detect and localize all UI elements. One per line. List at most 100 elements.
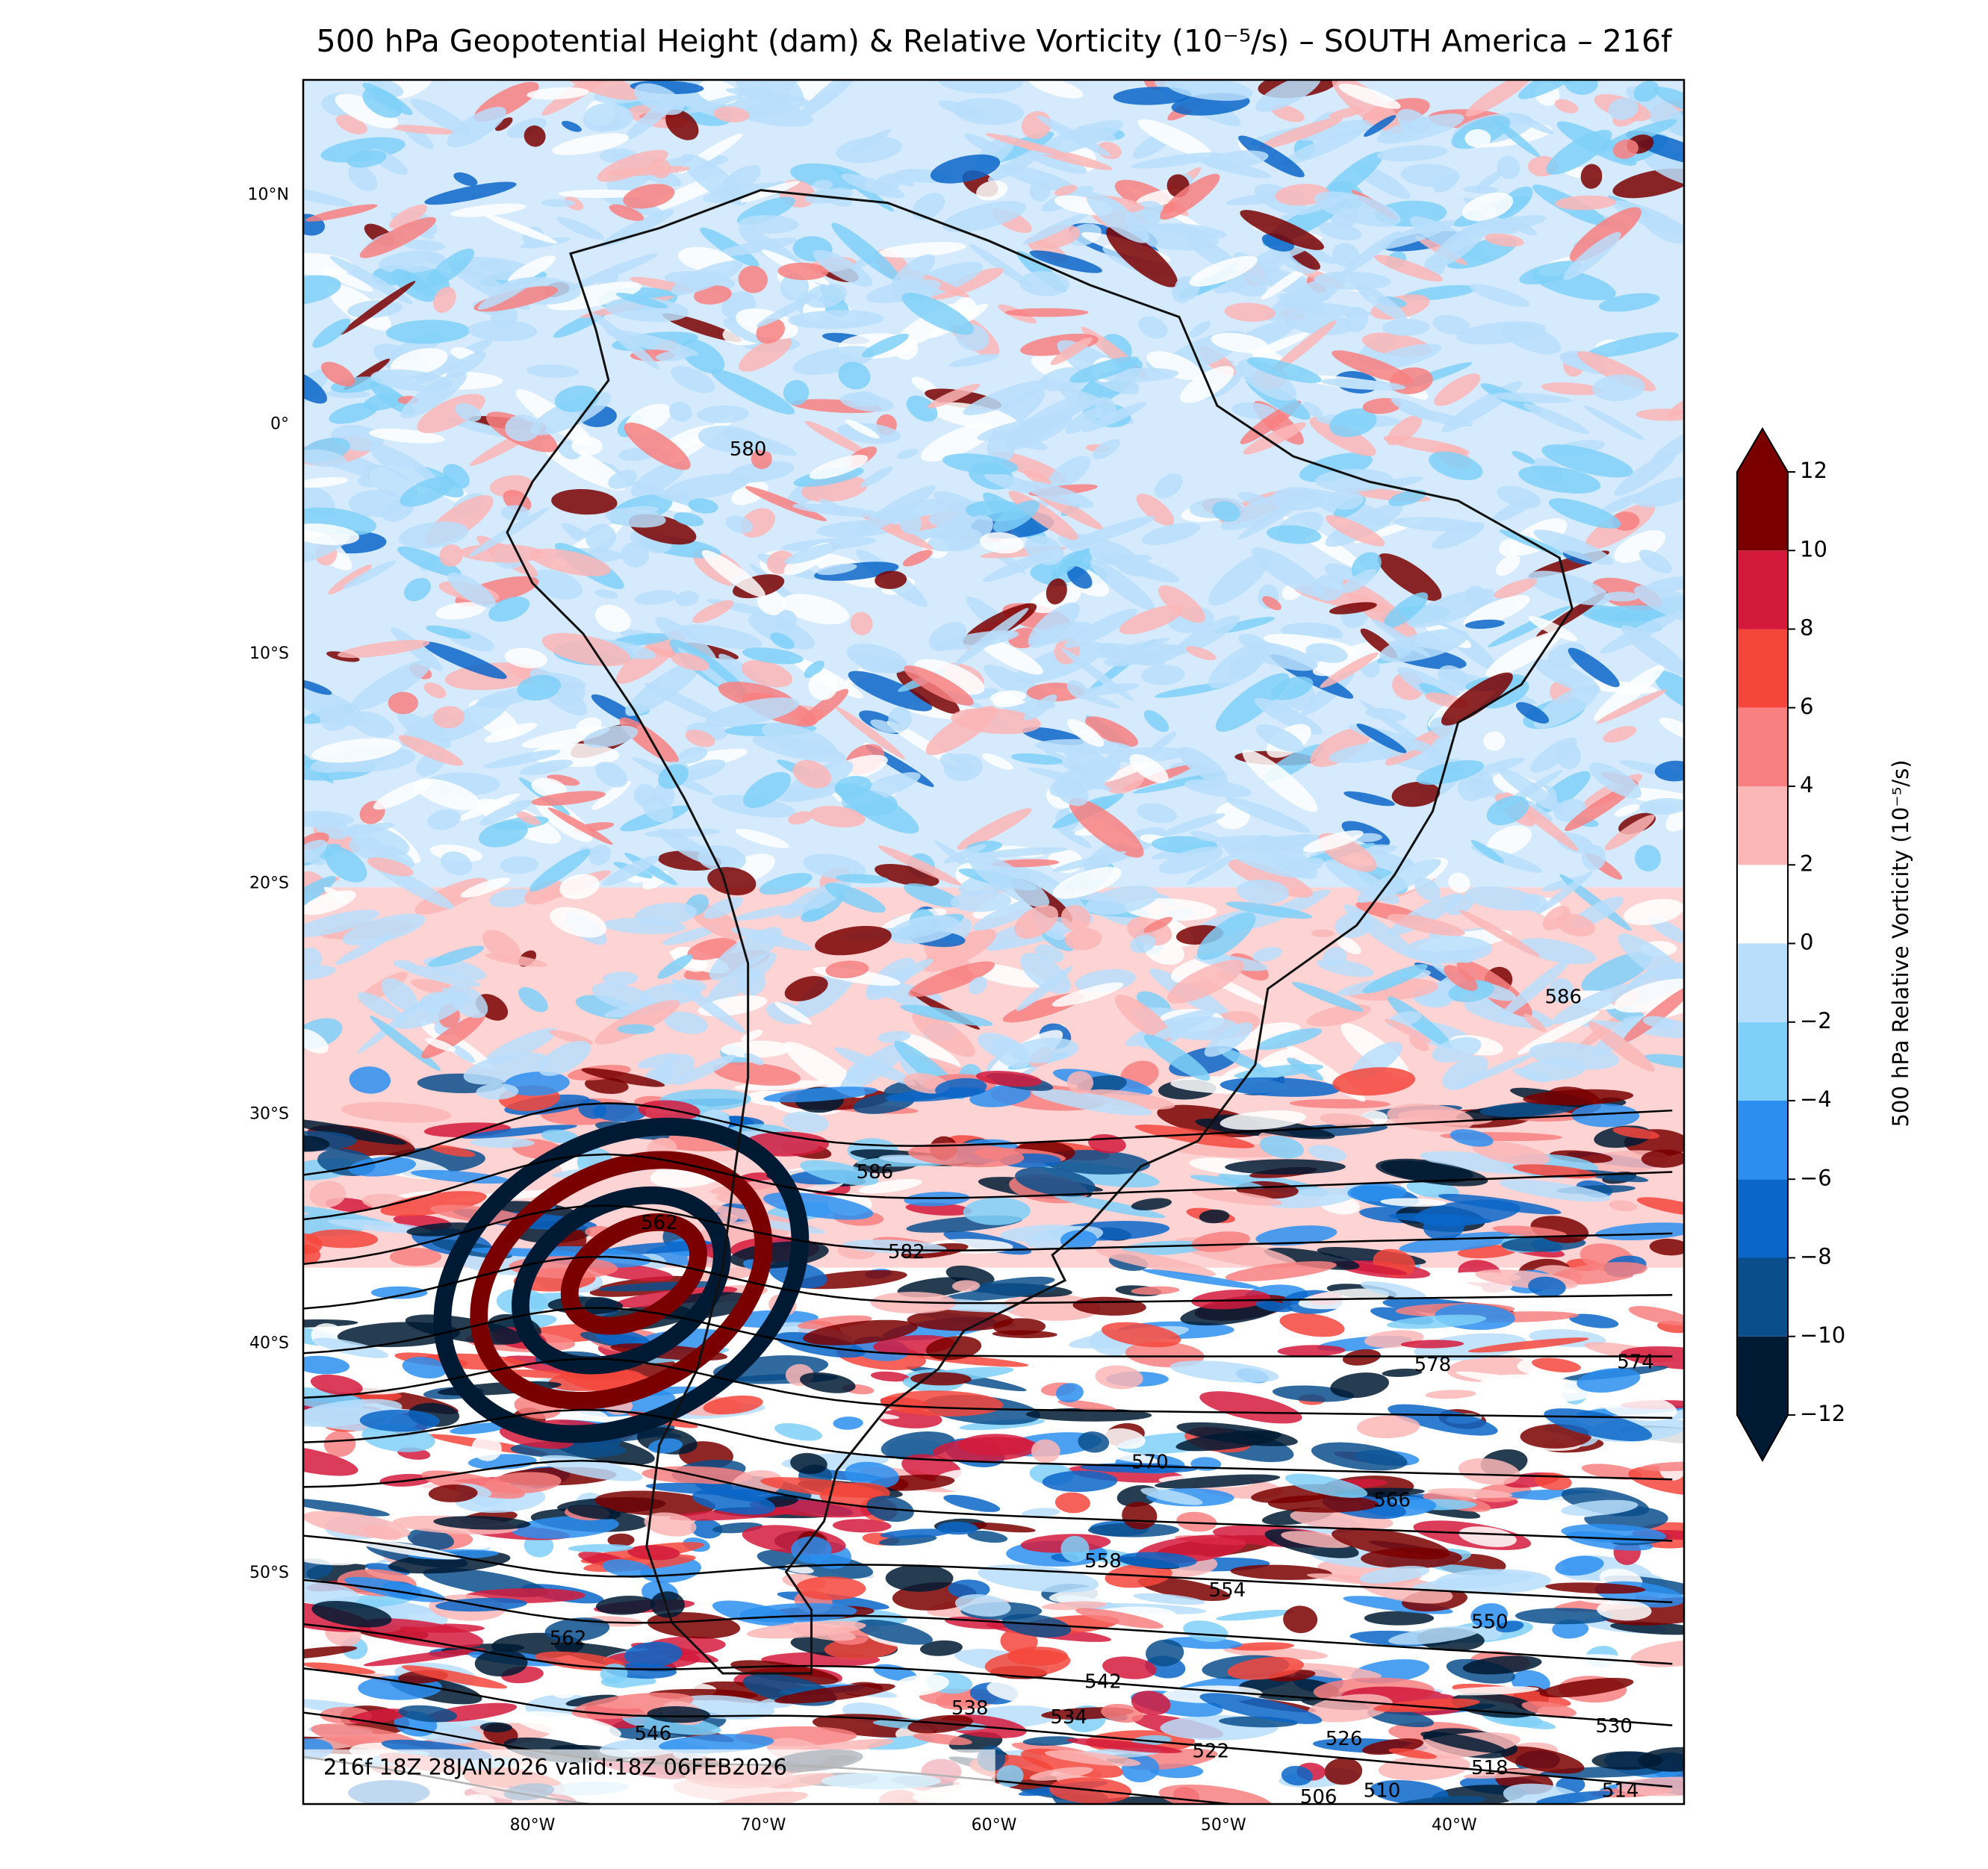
contour-label: 518 bbox=[1471, 1757, 1509, 1779]
vorticity-blob bbox=[1454, 1053, 1535, 1089]
vorticity-blob bbox=[866, 279, 941, 303]
contour-label: 514 bbox=[1602, 1779, 1639, 1802]
vorticity-blob bbox=[1216, 1609, 1294, 1621]
vorticity-blob bbox=[954, 608, 1029, 666]
vorticity-blob bbox=[1414, 877, 1441, 901]
vorticity-blob bbox=[1495, 1620, 1524, 1633]
vorticity-blob bbox=[1598, 492, 1644, 515]
vorticity-blob bbox=[836, 783, 919, 834]
contour-label: 506 bbox=[1300, 1786, 1338, 1809]
vorticity-blob bbox=[432, 706, 465, 729]
vorticity-blob bbox=[825, 960, 869, 979]
vorticity-blob bbox=[1131, 1691, 1171, 1716]
vorticity-blob bbox=[390, 125, 457, 135]
vorticity-blob bbox=[835, 874, 889, 884]
vorticity-blob bbox=[1312, 641, 1391, 677]
vorticity-blob bbox=[1630, 1640, 1684, 1667]
vorticity-blob bbox=[805, 187, 854, 204]
vorticity-blob bbox=[1025, 535, 1064, 565]
vorticity-blob bbox=[1596, 689, 1667, 724]
vorticity-blob bbox=[576, 717, 602, 735]
vorticity-blob bbox=[680, 339, 725, 374]
vorticity-blob bbox=[359, 217, 436, 258]
vorticity-blob bbox=[867, 1735, 933, 1751]
vorticity-blob bbox=[1491, 495, 1539, 523]
vorticity-blob bbox=[1325, 514, 1385, 547]
vorticity-blob bbox=[1380, 1198, 1447, 1207]
vorticity-blob bbox=[925, 706, 998, 756]
vorticity-blob bbox=[854, 1619, 933, 1645]
vorticity-blob bbox=[1060, 1230, 1097, 1250]
vorticity-blob bbox=[1335, 912, 1373, 939]
vorticity-blob bbox=[739, 336, 792, 372]
vorticity-blob bbox=[400, 476, 455, 507]
vorticity-blob bbox=[650, 1591, 685, 1618]
vorticity-blob bbox=[1150, 731, 1177, 753]
vorticity-blob bbox=[484, 214, 558, 244]
vorticity-blob bbox=[813, 179, 833, 190]
vorticity-blob bbox=[1377, 553, 1442, 601]
vorticity-blob bbox=[349, 1066, 391, 1094]
vorticity-blob bbox=[967, 1530, 1008, 1543]
vorticity-blob bbox=[1356, 723, 1407, 753]
colorbar-tick-label: −6 bbox=[1800, 1165, 1832, 1190]
vorticity-blob bbox=[1400, 164, 1460, 187]
vorticity-blob bbox=[1608, 98, 1638, 120]
vorticity-blob bbox=[1066, 680, 1090, 700]
vorticity-blob bbox=[705, 697, 800, 727]
vorticity-blob bbox=[363, 1648, 485, 1667]
vorticity-blob bbox=[775, 609, 797, 632]
vorticity-blob bbox=[970, 1276, 1055, 1293]
vorticity-blob bbox=[1530, 737, 1577, 773]
vorticity-blob bbox=[351, 711, 394, 738]
vorticity-blob bbox=[1136, 494, 1175, 526]
vorticity-blob bbox=[1176, 1511, 1217, 1532]
vorticity-blob bbox=[850, 612, 873, 635]
vorticity-blob bbox=[393, 991, 469, 1030]
vorticity-blob bbox=[1095, 1365, 1143, 1390]
vorticity-blob bbox=[1432, 521, 1485, 550]
vorticity-blob bbox=[700, 227, 760, 267]
vorticity-blob bbox=[439, 544, 463, 567]
vorticity-blob bbox=[303, 909, 379, 938]
vorticity-blob bbox=[310, 1374, 363, 1396]
vorticity-blob bbox=[508, 255, 556, 284]
vorticity-blob bbox=[625, 480, 706, 509]
vorticity-blob bbox=[1069, 356, 1140, 383]
vorticity-blob bbox=[939, 753, 974, 776]
vorticity-blob bbox=[1458, 1458, 1520, 1485]
vorticity-blob bbox=[359, 1410, 440, 1432]
vorticity-blob bbox=[391, 269, 435, 302]
vorticity-blob bbox=[1586, 332, 1679, 358]
vorticity-blob bbox=[1287, 1057, 1323, 1080]
vorticity-blob bbox=[398, 735, 464, 766]
vorticity-blob bbox=[514, 1711, 621, 1741]
vorticity-blob bbox=[713, 1062, 801, 1086]
contour-label: 534 bbox=[1050, 1706, 1087, 1729]
vorticity-blob bbox=[1107, 747, 1187, 763]
vorticity-blob bbox=[682, 94, 742, 114]
vorticity-blob bbox=[861, 333, 909, 358]
vorticity-blob bbox=[1320, 1113, 1375, 1129]
vorticity-blob bbox=[1066, 516, 1155, 548]
vorticity-blob bbox=[836, 136, 902, 164]
vorticity-blob bbox=[653, 783, 675, 808]
vorticity-blob bbox=[1450, 1129, 1494, 1147]
vorticity-blob bbox=[1052, 982, 1124, 1007]
contour-label: 526 bbox=[1326, 1728, 1363, 1750]
vorticity-blob bbox=[998, 164, 1076, 193]
vorticity-blob bbox=[350, 659, 432, 711]
lon-label: 40°W bbox=[1432, 1816, 1477, 1835]
vorticity-blob bbox=[655, 351, 691, 361]
vorticity-blob bbox=[1588, 605, 1674, 622]
vorticity-blob bbox=[1341, 231, 1400, 276]
vorticity-blob bbox=[713, 106, 750, 122]
labels: 10°N 0° 10°S 20°S 30°S 40°S 50°S 80°W 70°W 60°W 50… bbox=[248, 185, 1913, 1835]
vorticity-blob bbox=[403, 239, 446, 251]
vorticity-blob bbox=[665, 473, 749, 500]
vorticity-blob bbox=[1131, 152, 1223, 169]
vorticity-blob bbox=[446, 351, 486, 379]
vorticity-blob bbox=[1065, 407, 1102, 435]
lat-label: 0° bbox=[270, 415, 289, 434]
vorticity-blob bbox=[479, 1722, 512, 1732]
